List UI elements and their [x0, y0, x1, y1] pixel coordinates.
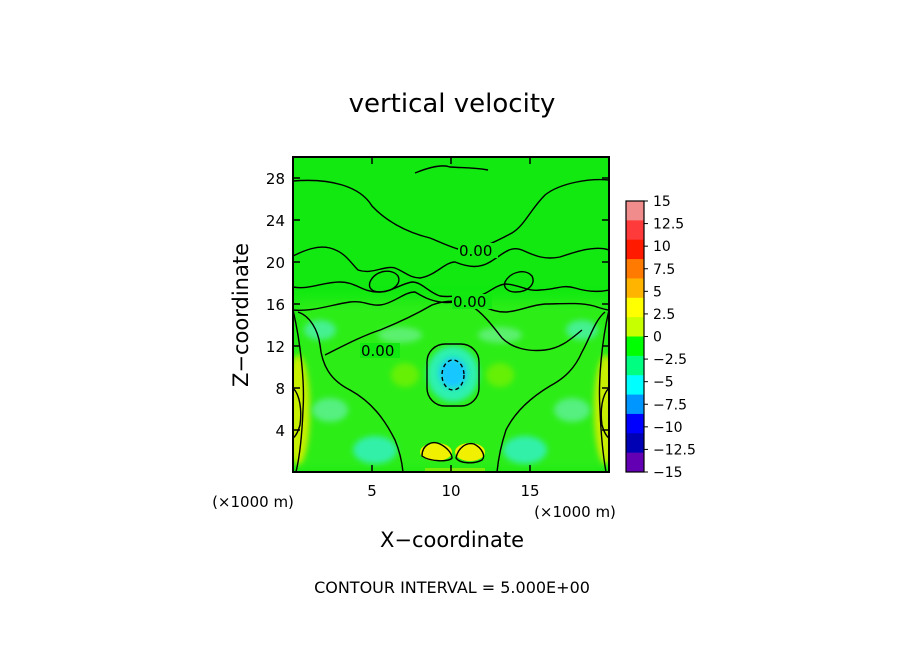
colorbar-segment [626, 433, 644, 454]
halo-left [391, 363, 419, 387]
central-downdraft-core [439, 358, 467, 388]
colorbar-segment [626, 375, 644, 396]
bottom-updraft-left [420, 443, 452, 461]
contour-edge-left-inner [293, 387, 302, 439]
colorbar-segment [626, 355, 644, 376]
contour-label-3: 0.00 [361, 342, 394, 360]
y-tick-label: 4 [275, 422, 285, 440]
colorbar-tick-label: −7.5 [653, 397, 687, 413]
colorbar-segment [626, 297, 644, 318]
bottom-updraft-right [455, 443, 485, 461]
upper-mid-blob-1 [378, 327, 422, 343]
colorbar-tick-label: −12.5 [653, 442, 696, 458]
colorbar-segment [626, 452, 644, 473]
y-ticks: 4 8 12 16 20 24 28 [266, 170, 609, 440]
bottom-yellow-strip [425, 468, 485, 472]
contour-arm-right [496, 311, 606, 472]
colorbar-segment [626, 278, 644, 299]
heatmap-field [293, 157, 609, 472]
x-tick-label: 10 [441, 482, 460, 500]
contour-edge-left [293, 309, 305, 472]
colorbar-tick-label: −15 [653, 465, 683, 481]
colorbar-segment [626, 201, 644, 221]
contour-updraft-right [455, 442, 485, 464]
y-tick-label: 24 [266, 212, 285, 230]
contour-edge-right [598, 309, 609, 472]
colorbar-segment [626, 336, 644, 357]
colorbar-tick-label: −2.5 [653, 352, 687, 368]
contour-edge-right-inner [600, 387, 609, 439]
chart-title: vertical velocity [349, 89, 556, 119]
colorbar-tick-label: 7.5 [653, 262, 675, 278]
right-edge-updraft [594, 355, 609, 465]
contour-arm-left [297, 311, 404, 472]
contour-wave-upper [293, 246, 609, 279]
contour-updraft-left [421, 441, 453, 462]
colorbar-tick-label: 0 [653, 330, 662, 346]
colorbar-segment [626, 259, 644, 279]
y-tick-label: 16 [266, 296, 285, 314]
colorbar-tick-label: 2.5 [653, 307, 675, 323]
x-unit-label-right: (×1000 m) [534, 503, 616, 521]
contour-interval-note: CONTOUR INTERVAL = 5.000E+00 [314, 578, 590, 597]
halo-right [486, 363, 514, 387]
y-tick-label: 8 [275, 380, 285, 398]
colorbar-segment [626, 413, 644, 434]
colorbar-tick-label: 5 [653, 284, 662, 300]
contour-blob-r1 [503, 271, 534, 293]
contour-label-2: 0.00 [453, 293, 486, 311]
x-unit-label-left: (×1000 m) [212, 493, 294, 511]
contour-blob-l1 [368, 270, 400, 293]
colorbar-segment [626, 317, 644, 337]
colorbar-tick-label: −10 [653, 420, 683, 436]
contour-central-box [426, 343, 480, 407]
colorbar-tick-label: 10 [653, 239, 671, 255]
mid-right-light [554, 398, 590, 422]
colorbar-segment [626, 220, 644, 241]
colorbar-segment [626, 239, 644, 260]
y-axis-label: Z−coordinate [229, 243, 253, 387]
mid-left-light [312, 398, 348, 422]
colorbar-tick-label: 12.5 [653, 217, 684, 233]
colorbar-tick-label: −5 [653, 375, 674, 391]
colorbar-segment [626, 394, 644, 415]
y-tick-label: 20 [266, 254, 285, 272]
x-tick-label: 5 [367, 482, 377, 500]
x-tick-label: 15 [520, 482, 539, 500]
contour-label-1: 0.00 [459, 242, 492, 260]
contour-negative [441, 359, 465, 391]
contour-labels: 0.00 0.00 0.00 [360, 242, 498, 360]
y-tick-label: 28 [266, 170, 285, 188]
y-tick-label: 12 [266, 338, 285, 356]
contour-cap [414, 165, 489, 174]
colorbar-tick-label: 15 [653, 194, 671, 210]
left-edge-updraft [293, 355, 310, 465]
x-axis-label: X−coordinate [380, 528, 524, 552]
x-ticks: 5 10 15 [367, 157, 540, 500]
bottom-right-downdraft [503, 436, 547, 464]
colorbar: 15 12.5 10 7.5 5 2.5 0 −2.5 −5 −7.5 −10 −12.5 −15 [625, 194, 696, 481]
upper-side-blob-l [304, 320, 336, 340]
bottom-left-downdraft [353, 436, 397, 464]
